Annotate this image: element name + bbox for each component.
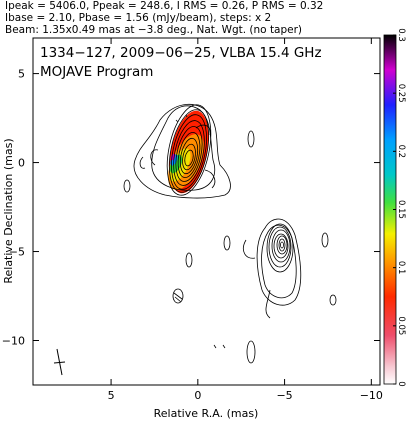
colorbar-tick-label: 0.05 bbox=[396, 316, 406, 335]
x-axis-label: Relative R.A. (mas) bbox=[154, 407, 259, 420]
plot-title: 1334−127, 2009−06−25, VLBA 15.4 GHz bbox=[40, 45, 322, 61]
colorbar-tick-label: 0.3 bbox=[396, 28, 406, 42]
colorbar-ticks: 0 0.05 0.1 0.15 0.2 0.25 0.3 bbox=[393, 28, 406, 387]
plot-frame bbox=[32, 37, 381, 386]
plot-subtitle: MOJAVE Program bbox=[40, 64, 153, 80]
beam-marker bbox=[53, 348, 66, 376]
isolated-contours bbox=[123, 114, 337, 364]
y-tick-label: 5 bbox=[18, 68, 25, 81]
southwest-jet-contours bbox=[243, 218, 302, 319]
colorbar-tick-label: 0 bbox=[396, 381, 406, 386]
colorbar-tick-label: 0.1 bbox=[396, 261, 406, 275]
header-beam-line: Beam: 1.35x0.49 mas at −3.8 deg., Nat. W… bbox=[5, 24, 302, 36]
x-tick-label: 0 bbox=[194, 389, 201, 402]
colorbar-tick-label: 0.2 bbox=[396, 145, 406, 159]
header-peak-line: Ipeak = 5406.0, Ppeak = 248.6, I RMS = 0… bbox=[5, 0, 323, 12]
y-axis-label: Relative Declination (mas) bbox=[2, 138, 15, 283]
colorbar-tick-label: 0.25 bbox=[396, 84, 406, 103]
y-axis: 5 0 −5 −10 bbox=[2, 68, 380, 348]
x-tick-label: 5 bbox=[108, 389, 115, 402]
core-contours bbox=[133, 103, 231, 199]
x-tick-label: −10 bbox=[360, 389, 383, 402]
y-tick-label: 0 bbox=[18, 157, 25, 170]
x-tick-label: −5 bbox=[276, 389, 292, 402]
y-tick-label: −5 bbox=[9, 246, 25, 259]
y-tick-label: −10 bbox=[2, 335, 25, 348]
x-axis: 5 0 −5 −10 bbox=[108, 38, 383, 402]
header-base-line: Ibase = 2.10, Pbase = 1.56 (mJy/beam), s… bbox=[5, 12, 271, 24]
colorbar-tick-label: 0.15 bbox=[396, 200, 406, 219]
